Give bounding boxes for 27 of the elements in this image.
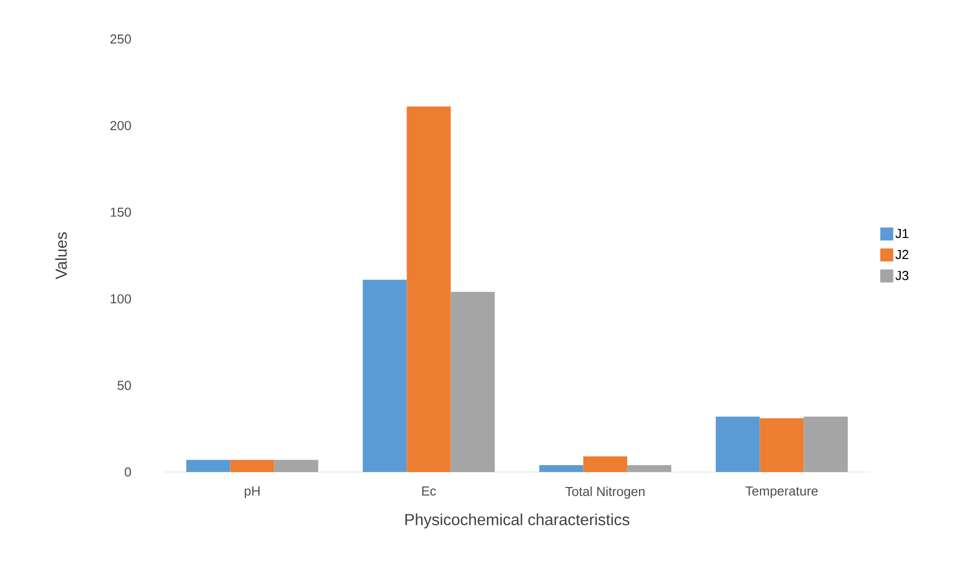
bar bbox=[230, 460, 274, 472]
legend-label: J2 bbox=[895, 250, 908, 260]
x-axis-title: Physicochemical characteristics bbox=[405, 514, 630, 528]
x-tick-label: pH bbox=[244, 486, 260, 498]
bar bbox=[362, 280, 407, 472]
y-tick-label: 200 bbox=[110, 120, 131, 130]
y-tick-label: 50 bbox=[118, 380, 131, 390]
bar bbox=[627, 465, 672, 472]
y-axis-title: Values bbox=[55, 232, 67, 280]
legend-label: J1 bbox=[895, 229, 908, 238]
bar bbox=[406, 106, 451, 472]
bar bbox=[760, 418, 804, 472]
y-tick-label: 100 bbox=[110, 294, 131, 304]
bar bbox=[539, 465, 584, 472]
x-tick-label: Total Nitrogen bbox=[565, 486, 644, 499]
bar bbox=[186, 460, 230, 472]
x-tick-label: Temperature bbox=[746, 486, 818, 498]
bar bbox=[583, 456, 628, 472]
bar bbox=[716, 416, 760, 472]
bar bbox=[450, 292, 495, 472]
y-tick-label: 250 bbox=[110, 34, 131, 44]
bar bbox=[804, 416, 848, 472]
x-tick-label: Ec bbox=[422, 486, 436, 496]
legend-label: J3 bbox=[895, 270, 908, 280]
bar bbox=[274, 460, 318, 472]
y-tick-label: 0 bbox=[124, 467, 131, 477]
y-tick-label: 150 bbox=[110, 208, 131, 217]
